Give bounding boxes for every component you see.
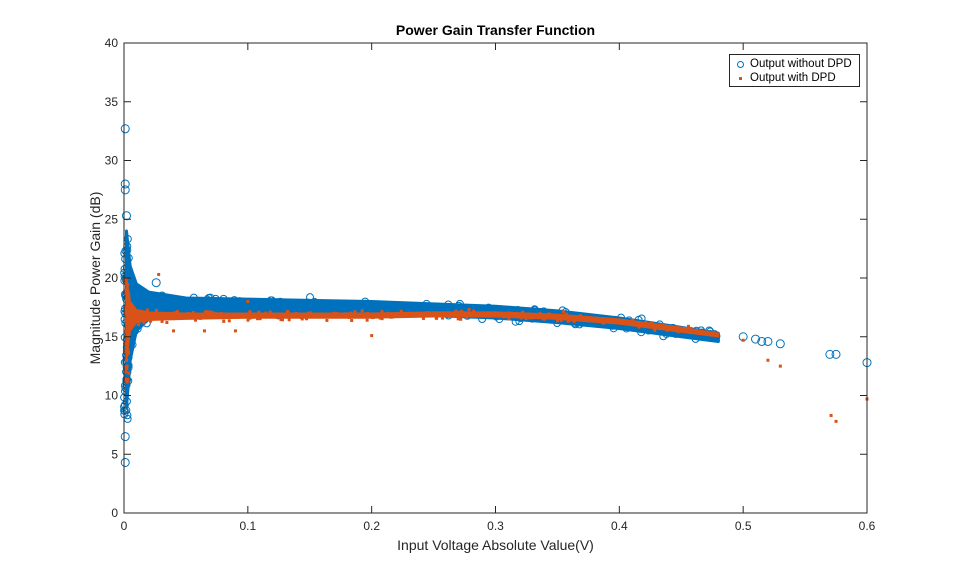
x-axis-label: Input Voltage Absolute Value(V): [397, 537, 594, 553]
y-axis-label: Magnitude Power Gain (dB): [87, 191, 103, 365]
legend-item-without-dpd: Output without DPD: [734, 57, 852, 71]
x-tick-label: 0.6: [859, 519, 876, 533]
scatter-data: [120, 124, 872, 467]
outlier-point: [120, 432, 130, 442]
y-tick-label: 20: [105, 271, 119, 285]
legend-label: Output with DPD: [750, 72, 836, 84]
outlier-point: [778, 364, 782, 368]
legend-item-with-dpd: Output with DPD: [734, 71, 836, 85]
outlier-point: [829, 413, 833, 417]
x-tick-label: 0: [121, 519, 128, 533]
outlier-point: [370, 334, 374, 338]
series-without-dpd: [120, 124, 872, 467]
axes-box: [123, 42, 868, 514]
outlier-point: [741, 338, 745, 342]
circle-marker-icon: [734, 60, 746, 68]
y-tick-label: 25: [105, 212, 119, 226]
outlier-point: [825, 349, 835, 359]
outlier-point: [120, 124, 130, 134]
outlier-point: [831, 349, 841, 359]
y-tick-label: 5: [111, 447, 118, 461]
square-marker-icon: [734, 76, 746, 80]
axes: 0 0.1 0.2 0.3 0.4 0.5 0.6 0 5 10 15 20 25 30 35 40: [105, 36, 876, 533]
outlier-point: [120, 185, 130, 195]
x-tick-label: 0.4: [611, 519, 628, 533]
outlier-point: [751, 334, 761, 344]
y-tick-label: 15: [105, 330, 119, 344]
y-tick-label: 40: [105, 36, 119, 50]
x-tick-label: 0.2: [363, 519, 380, 533]
outlier-point: [151, 278, 161, 288]
outlier-point: [120, 457, 130, 467]
y-tick-label: 30: [105, 154, 119, 168]
outlier-point: [775, 339, 785, 349]
outlier-point: [157, 272, 161, 276]
x-tick-label: 0.1: [239, 519, 256, 533]
outlier-point: [757, 336, 767, 346]
outlier-point: [763, 336, 773, 346]
outlier-point: [120, 179, 130, 189]
outlier-point: [233, 329, 237, 333]
outlier-point: [172, 329, 176, 333]
y-tick-label: 35: [105, 95, 119, 109]
chart-title: Power Gain Transfer Function: [395, 22, 596, 38]
outlier-point: [202, 329, 206, 333]
legend: Output without DPD Output with DPD: [729, 54, 860, 87]
legend-label: Output without DPD: [750, 58, 852, 70]
outlier-point: [246, 300, 250, 303]
outlier-point: [834, 419, 838, 423]
series-with-dpd: [122, 272, 869, 423]
x-tick-label: 0.3: [487, 519, 504, 533]
y-tick-label: 10: [105, 389, 119, 403]
outlier-point: [766, 358, 770, 362]
x-tick-label: 0.5: [735, 519, 752, 533]
y-tick-label: 0: [111, 506, 118, 520]
